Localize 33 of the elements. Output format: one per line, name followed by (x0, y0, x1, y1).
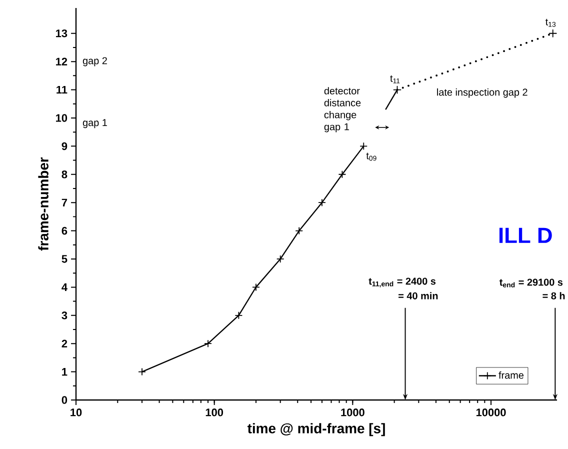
annotation: t$_{09}$ (366, 152, 376, 161)
annotation: ILL D (499, 228, 552, 243)
y-tick-label: 3 (62, 312, 68, 320)
ref-line-label: t$_{11,end}$ = 2400 s (368, 278, 436, 288)
y-tick-label: 6 (62, 226, 68, 235)
y-tick-label: 10 (56, 114, 68, 122)
y-axis-title: frame-number (38, 157, 48, 251)
y-tick-label: 9 (62, 142, 68, 150)
ref-line-label: t$_{end}$ = 29100 s (500, 278, 563, 288)
y-tick-label: 13 (56, 30, 68, 38)
annotation: detector distance change gap 1 (324, 87, 361, 132)
x-tick-label: 1000 (341, 408, 364, 416)
legend-label: frame (498, 371, 524, 379)
y-tick-label: 7 (62, 198, 68, 206)
x-tick-label: 10000 (476, 408, 506, 416)
y-tick-label: 11 (56, 86, 68, 94)
x-tick-label: 10 (70, 408, 82, 416)
annotation: t$_{11}$ (390, 75, 400, 84)
y-tick-label: 8 (62, 170, 68, 178)
y-tick-label: 12 (56, 58, 68, 66)
annotation: gap 1 (82, 119, 107, 128)
y-tick-label: 4 (62, 283, 68, 291)
y-tick-label: 5 (62, 255, 68, 263)
y-tick-label: 0 (62, 396, 68, 404)
x-tick-label: 100 (206, 408, 224, 416)
annotation: = 40 min (398, 292, 438, 300)
x-axis-title: time @ mid-frame [s] (247, 423, 385, 436)
annotation: late inspection gap 2 (437, 88, 528, 98)
y-tick-label: 2 (62, 340, 68, 348)
annotation: gap 2 (82, 57, 107, 66)
y-tick-label: 1 (62, 368, 68, 376)
annotation: = 8 h (542, 292, 565, 300)
annotation: t$_{13}$ (546, 18, 556, 27)
